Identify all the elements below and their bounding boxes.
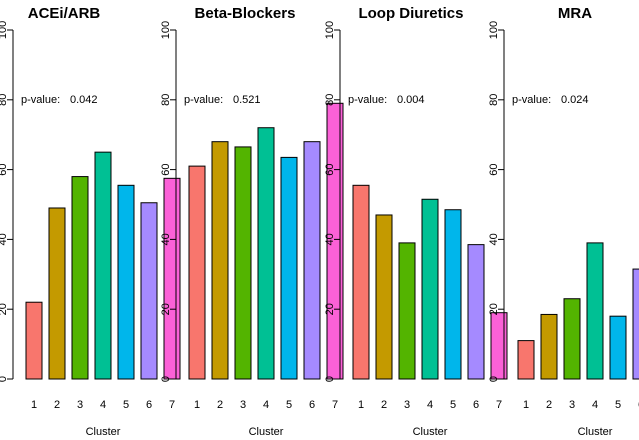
x-tick-label: 5 — [450, 399, 456, 411]
x-tick-label: 5 — [286, 399, 292, 411]
y-tick-label: 100 — [0, 21, 9, 39]
panel-title: Loop Diuretics — [358, 5, 463, 22]
bar — [211, 141, 229, 380]
bar — [467, 244, 485, 380]
x-tick-label: 3 — [240, 399, 246, 411]
y-tick-label: 20 — [0, 303, 9, 315]
y-tick-label: 0 — [488, 376, 500, 382]
p-value: 0.004 — [397, 94, 425, 106]
bar — [540, 313, 558, 380]
x-tick-label: 3 — [77, 399, 83, 411]
y-tick-label: 100 — [488, 21, 500, 39]
y-tick-label: 0 — [160, 376, 172, 382]
bar — [563, 298, 581, 380]
y-tick-label: 20 — [324, 303, 336, 315]
x-tick-label: 6 — [638, 399, 639, 411]
bar — [490, 312, 508, 380]
x-tick-label: 6 — [146, 399, 152, 411]
y-tick-label: 80 — [160, 94, 172, 106]
x-axis-label: Cluster — [249, 426, 284, 438]
x-tick-label: 1 — [523, 399, 529, 411]
x-axis-label: Cluster — [413, 426, 448, 438]
bar — [25, 301, 43, 380]
bar — [257, 127, 275, 380]
x-tick-label: 5 — [123, 399, 129, 411]
y-tick-label: 80 — [324, 94, 336, 106]
y-tick-label: 100 — [160, 21, 172, 39]
p-value: 0.024 — [561, 94, 589, 106]
x-tick-label: 7 — [332, 399, 338, 411]
y-tick-label: 60 — [488, 163, 500, 175]
bar — [188, 165, 206, 380]
bar — [421, 198, 439, 380]
p-value-label: p-value: — [348, 94, 387, 106]
y-tick-label: 60 — [0, 163, 9, 175]
x-tick-label: 3 — [404, 399, 410, 411]
bar — [234, 146, 252, 380]
y-tick-label: 20 — [160, 303, 172, 315]
p-value: 0.521 — [233, 94, 261, 106]
x-tick-label: 4 — [263, 399, 269, 411]
x-tick-label: 7 — [169, 399, 175, 411]
y-tick-label: 0 — [0, 376, 9, 382]
x-tick-label: 1 — [31, 399, 37, 411]
x-axis-label: Cluster — [578, 426, 613, 438]
bar — [303, 141, 321, 380]
x-tick-label: 2 — [546, 399, 552, 411]
x-tick-label: 6 — [473, 399, 479, 411]
x-tick-label: 2 — [54, 399, 60, 411]
x-tick-label: 4 — [592, 399, 598, 411]
x-tick-label: 3 — [569, 399, 575, 411]
bar — [586, 242, 604, 380]
y-tick-label: 40 — [488, 233, 500, 245]
bar — [517, 340, 535, 380]
p-value-label: p-value: — [184, 94, 223, 106]
y-tick-label: 40 — [160, 233, 172, 245]
bar — [632, 268, 639, 380]
y-tick-label: 40 — [324, 233, 336, 245]
p-value-label: p-value: — [21, 94, 60, 106]
p-value: 0.042 — [70, 94, 98, 106]
x-tick-label: 5 — [615, 399, 621, 411]
y-tick-label: 100 — [324, 21, 336, 39]
x-tick-label: 6 — [309, 399, 315, 411]
x-tick-label: 4 — [100, 399, 106, 411]
y-tick-label: 80 — [488, 94, 500, 106]
x-axis-label: Cluster — [86, 426, 121, 438]
bar — [375, 214, 393, 380]
bar — [398, 242, 416, 380]
bar — [48, 207, 66, 380]
bar — [140, 202, 158, 380]
y-tick-label: 80 — [0, 94, 9, 106]
y-tick-label: 60 — [160, 163, 172, 175]
x-tick-label: 1 — [358, 399, 364, 411]
p-value-label: p-value: — [512, 94, 551, 106]
bar — [163, 177, 181, 380]
bar — [280, 156, 298, 380]
bar — [444, 209, 462, 380]
bar — [94, 151, 112, 380]
panel-title: ACEi/ARB — [28, 5, 101, 22]
x-tick-label: 2 — [381, 399, 387, 411]
bar — [117, 184, 135, 380]
x-tick-label: 1 — [194, 399, 200, 411]
bar — [352, 184, 370, 380]
bar — [71, 176, 89, 380]
y-tick-label: 0 — [324, 376, 336, 382]
y-tick-label: 20 — [488, 303, 500, 315]
x-tick-label: 7 — [496, 399, 502, 411]
y-tick-label: 60 — [324, 163, 336, 175]
x-tick-label: 2 — [217, 399, 223, 411]
bar — [609, 315, 627, 380]
y-tick-label: 40 — [0, 233, 9, 245]
panel-title: MRA — [558, 5, 592, 22]
x-tick-label: 4 — [427, 399, 433, 411]
panel-title: Beta-Blockers — [195, 5, 296, 22]
